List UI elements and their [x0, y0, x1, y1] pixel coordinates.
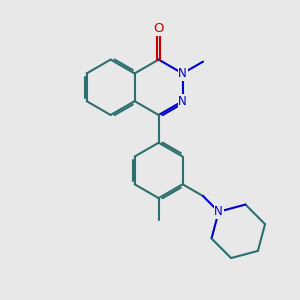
Text: N: N [214, 205, 223, 218]
Text: N: N [214, 205, 223, 218]
Text: N: N [178, 94, 187, 108]
Text: O: O [153, 22, 164, 35]
Text: N: N [178, 67, 187, 80]
